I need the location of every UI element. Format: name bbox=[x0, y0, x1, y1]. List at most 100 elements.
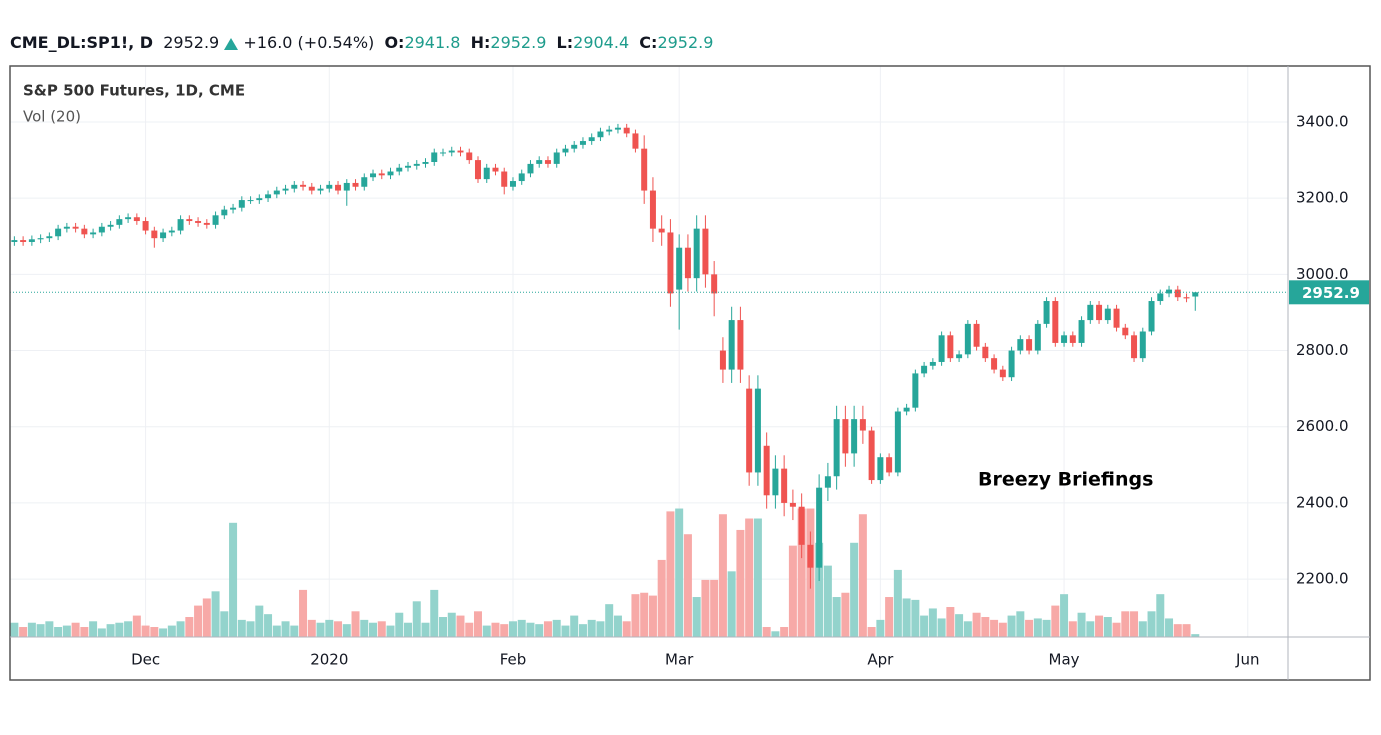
volume-bar bbox=[62, 625, 71, 637]
candle-body bbox=[947, 335, 954, 359]
volume-bar bbox=[692, 597, 701, 637]
x-tick-label: Mar bbox=[665, 651, 694, 669]
candle-body bbox=[571, 144, 578, 149]
volume-bar bbox=[246, 621, 255, 637]
candle-body bbox=[230, 207, 237, 210]
volume-bar bbox=[998, 622, 1007, 637]
volume-bar bbox=[552, 619, 561, 637]
candle-body bbox=[90, 232, 97, 235]
volume-bar bbox=[482, 625, 491, 637]
candle-body bbox=[868, 430, 875, 481]
volume-bar bbox=[666, 511, 675, 637]
volume-bar bbox=[771, 631, 780, 637]
volume-bar bbox=[1182, 624, 1191, 637]
candle-body bbox=[256, 198, 263, 201]
volume-bar bbox=[97, 628, 106, 637]
candle-body bbox=[501, 171, 508, 187]
candle-body bbox=[396, 167, 403, 172]
volume-bar bbox=[1156, 594, 1165, 637]
y-tick-label: 3000.0 bbox=[1296, 265, 1349, 283]
candle-body bbox=[833, 419, 840, 477]
volume-bar bbox=[762, 627, 771, 637]
candle-body bbox=[754, 388, 761, 473]
candle-body bbox=[1122, 327, 1129, 336]
volume-bar bbox=[27, 622, 36, 637]
volume-bar bbox=[167, 625, 176, 637]
volume-bar bbox=[517, 619, 526, 637]
candle-body bbox=[1052, 301, 1059, 343]
volume-bar bbox=[299, 589, 308, 637]
volume-bar bbox=[1051, 605, 1060, 637]
candle-body bbox=[1043, 301, 1050, 324]
last-price: 2952.9 bbox=[163, 33, 220, 52]
volume-bar bbox=[710, 579, 719, 637]
volume-bar bbox=[508, 621, 517, 637]
volume-bar bbox=[159, 628, 168, 637]
volume-bar bbox=[596, 621, 605, 637]
volume-bar bbox=[1103, 617, 1112, 637]
volume-bar bbox=[955, 614, 964, 637]
volume-bar bbox=[561, 625, 570, 637]
candle-body bbox=[11, 240, 18, 242]
candle-body bbox=[956, 354, 963, 359]
candle-body bbox=[448, 150, 455, 153]
candle-body bbox=[693, 228, 700, 279]
open-label: O: bbox=[384, 33, 405, 52]
volume-bar bbox=[1173, 624, 1182, 637]
candle-body bbox=[929, 361, 936, 366]
volume-bar bbox=[788, 545, 797, 637]
candle-body bbox=[1061, 335, 1068, 343]
volume-bar bbox=[832, 597, 841, 637]
volume-bar bbox=[342, 624, 351, 637]
candle-body bbox=[851, 419, 858, 454]
volume-bar bbox=[526, 622, 535, 637]
candle-body bbox=[186, 219, 193, 222]
volume-bar bbox=[675, 508, 684, 637]
volume-bar bbox=[885, 597, 894, 637]
candle-body bbox=[413, 163, 420, 166]
volume-bar bbox=[841, 592, 850, 637]
volume-bar bbox=[395, 612, 404, 637]
candle-body bbox=[938, 335, 945, 362]
volume-bar bbox=[202, 598, 211, 637]
candle-body bbox=[921, 365, 928, 374]
volume-bar bbox=[421, 622, 430, 637]
volume-bar bbox=[124, 621, 133, 637]
x-tick-label: Feb bbox=[500, 651, 527, 669]
volume-bar bbox=[150, 627, 159, 637]
volume-bar bbox=[1033, 618, 1042, 637]
candle-body bbox=[667, 232, 674, 294]
volume-bar bbox=[54, 627, 63, 637]
candle-body bbox=[1008, 350, 1015, 378]
candle-body bbox=[859, 419, 866, 431]
volume-bar bbox=[1025, 619, 1034, 637]
candle-body bbox=[711, 274, 718, 294]
volume-bar bbox=[1086, 621, 1095, 637]
volume-bar bbox=[491, 622, 500, 637]
candle-body bbox=[1069, 335, 1076, 343]
candle-body bbox=[877, 457, 884, 481]
candle-body bbox=[684, 247, 691, 279]
volume-bar bbox=[535, 624, 544, 637]
volume-bar bbox=[115, 622, 124, 637]
volume-bar bbox=[867, 627, 876, 637]
volume-bar bbox=[237, 619, 246, 637]
y-tick-label: 3200.0 bbox=[1296, 189, 1349, 207]
volume-bar bbox=[1112, 622, 1121, 637]
volume-bar bbox=[578, 624, 587, 637]
volume-bar bbox=[255, 605, 264, 637]
volume-bar bbox=[972, 612, 981, 637]
candle-body bbox=[483, 167, 490, 180]
volume-bar bbox=[194, 605, 203, 637]
candle-body bbox=[991, 358, 998, 370]
volume-bar bbox=[990, 619, 999, 637]
volume-bar bbox=[981, 617, 990, 637]
volume-bar bbox=[473, 611, 482, 637]
high-value: 2952.9 bbox=[490, 33, 547, 52]
volume-bar bbox=[19, 627, 28, 637]
volume-title: Vol (20) bbox=[23, 108, 81, 126]
volume-bar bbox=[920, 615, 929, 637]
volume-bar bbox=[272, 625, 281, 637]
volume-bar bbox=[141, 625, 150, 637]
volume-bar bbox=[1007, 615, 1016, 637]
